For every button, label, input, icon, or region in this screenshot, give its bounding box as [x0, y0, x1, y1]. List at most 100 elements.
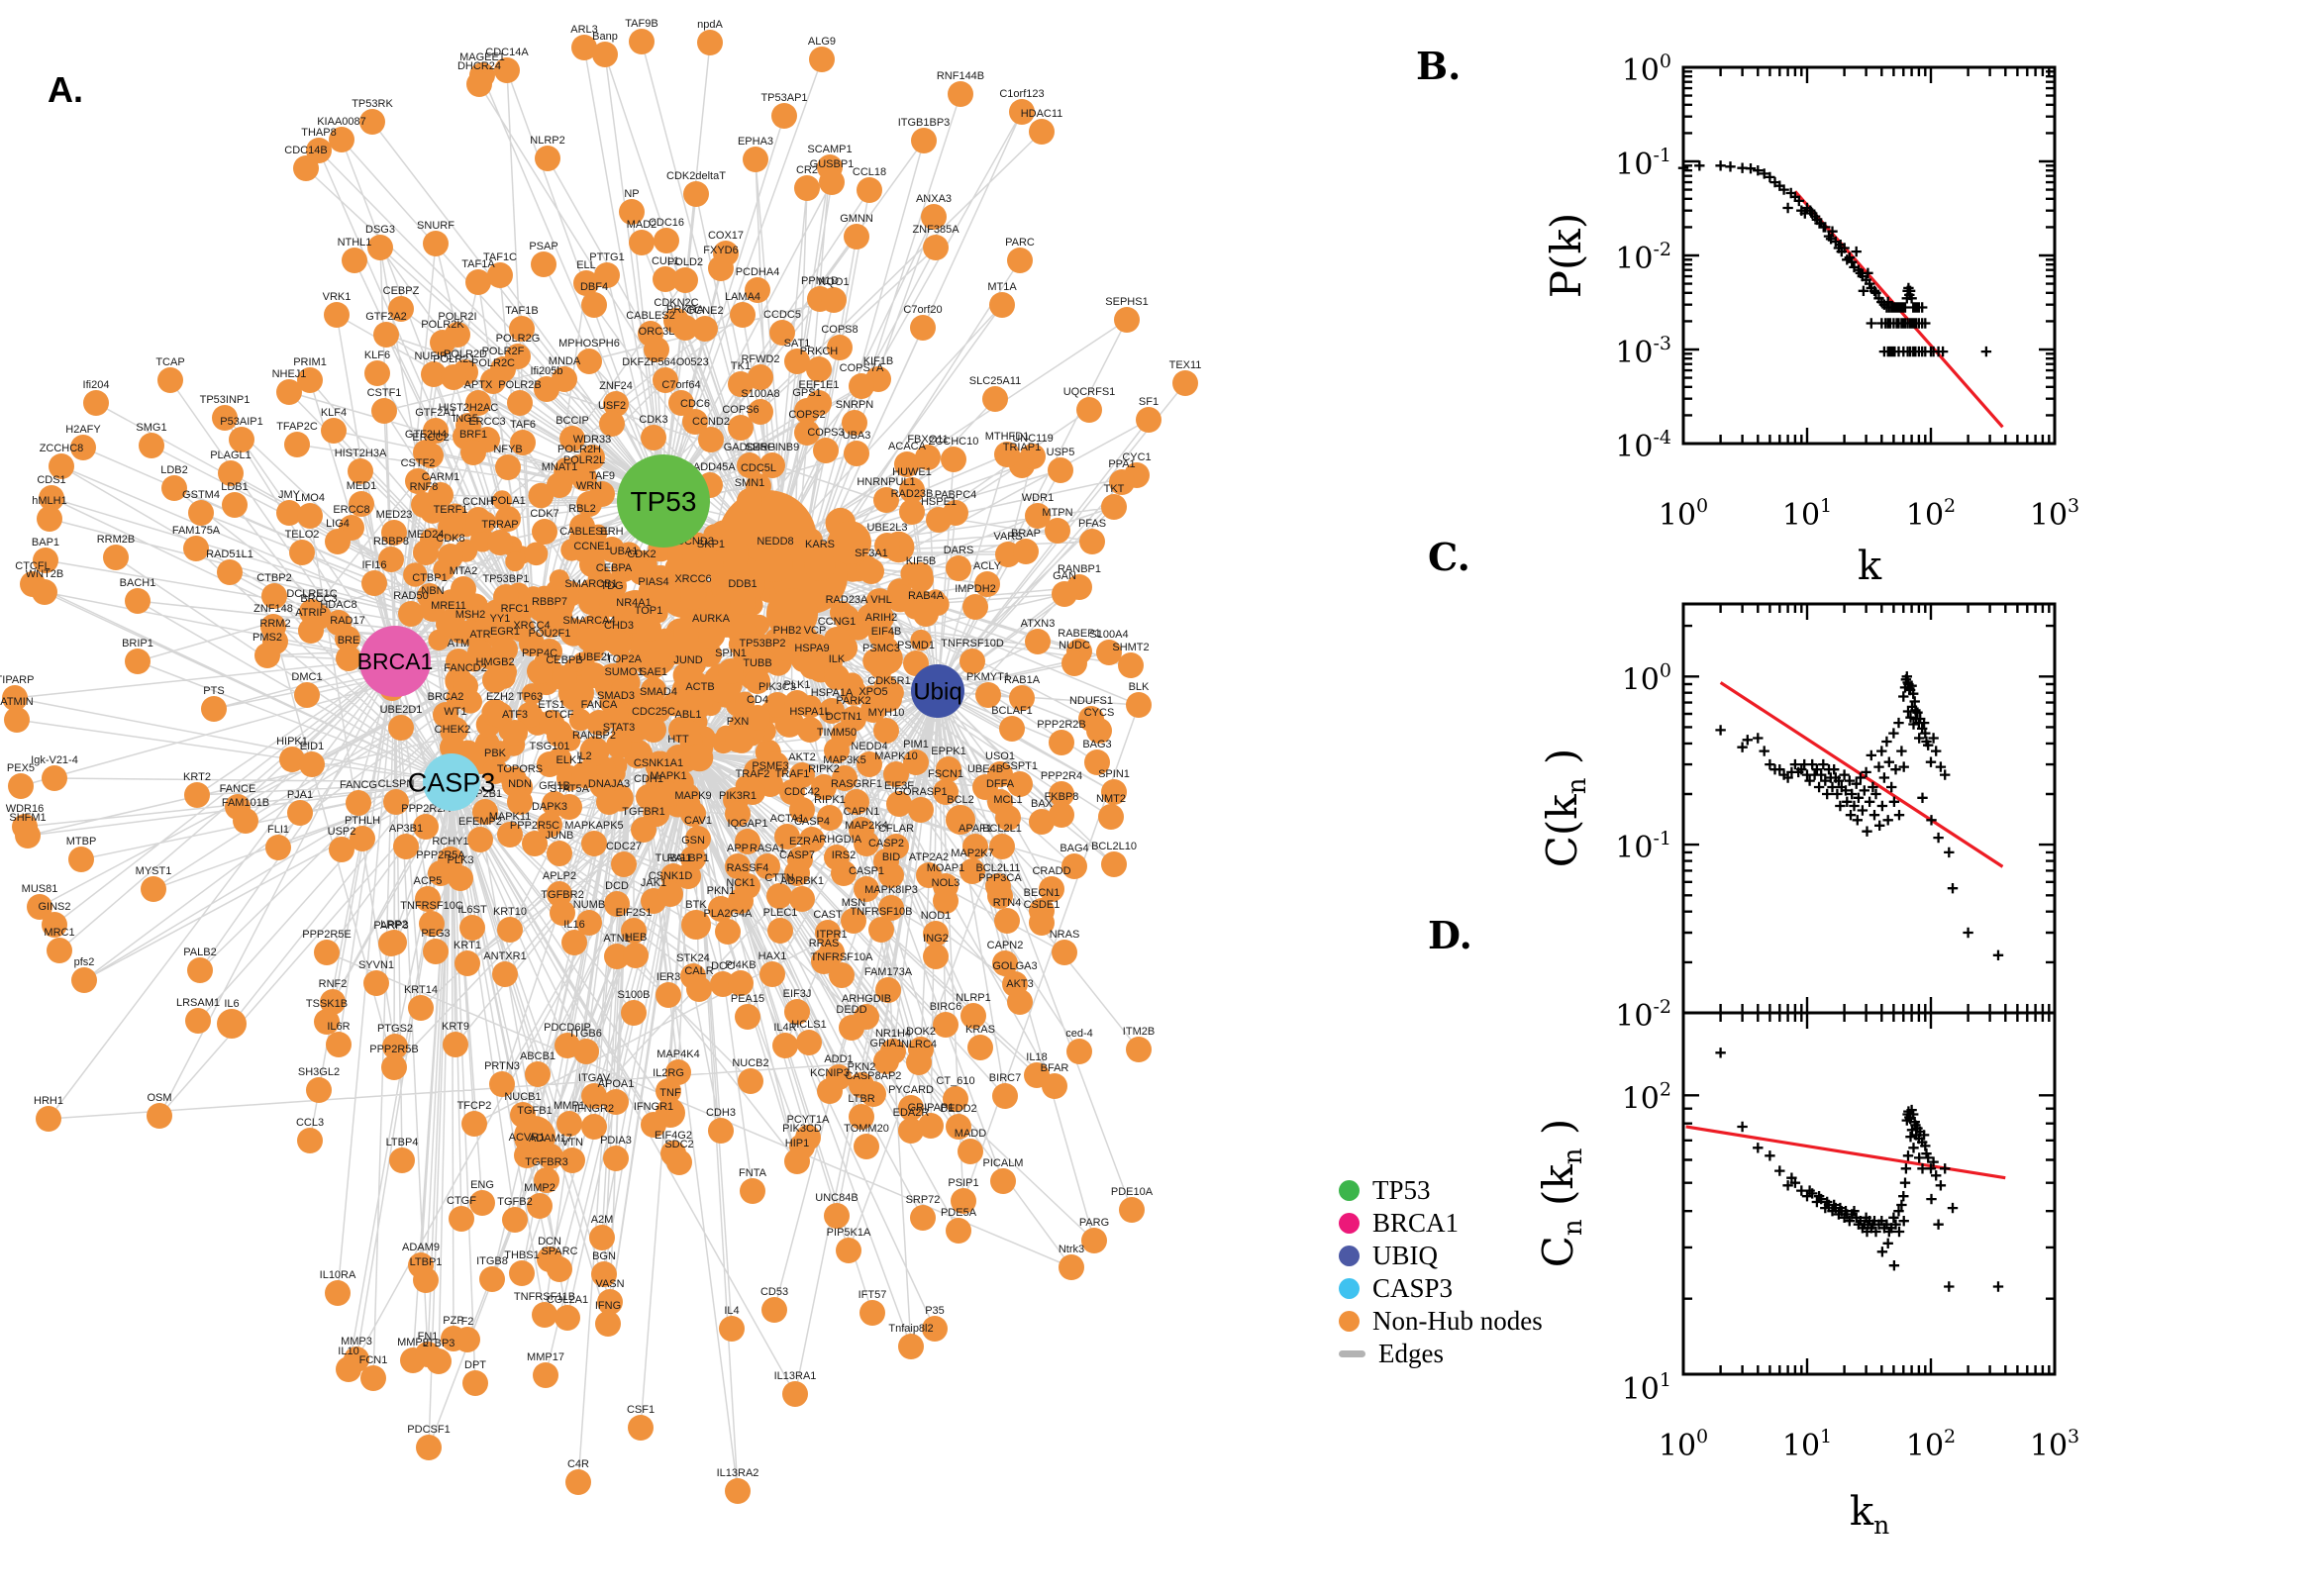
svg-text:NHEJ1: NHEJ1	[272, 368, 307, 380]
svg-text:PRKRA: PRKRA	[666, 304, 705, 316]
legend-item-label: TP53	[1372, 1175, 1431, 1205]
legend-item-nonhub: Non-Hub nodes	[1339, 1305, 1543, 1338]
svg-text:PLEC1: PLEC1	[763, 907, 798, 919]
svg-text:PPP2R4: PPP2R4	[1041, 770, 1082, 782]
svg-text:FLI1: FLI1	[267, 824, 289, 836]
svg-text:ERCC3: ERCC3	[468, 416, 505, 428]
svg-text:HAX1: HAX1	[758, 950, 787, 962]
svg-text:Igk-V21-4: Igk-V21-4	[31, 754, 78, 766]
svg-text:DDB1: DDB1	[728, 578, 757, 590]
svg-text:KRT9: KRT9	[442, 1021, 469, 1033]
svg-text:PPP2R2B: PPP2R2B	[1037, 719, 1086, 731]
svg-text:NLRC4: NLRC4	[901, 1039, 937, 1050]
svg-text:H2AFY: H2AFY	[65, 424, 101, 436]
svg-text:FBXO11: FBXO11	[907, 434, 948, 446]
legend-item-label: UBIQ	[1372, 1241, 1438, 1270]
svg-text:VASN: VASN	[595, 1278, 624, 1290]
svg-text:UBE2L3: UBE2L3	[867, 522, 908, 534]
svg-text:DEDD: DEDD	[836, 1004, 866, 1016]
svg-text:FAM173A: FAM173A	[864, 966, 913, 978]
svg-text:IL6R: IL6R	[327, 1021, 350, 1033]
svg-text:MAP2K4: MAP2K4	[845, 820, 887, 832]
svg-text:ACTA1: ACTA1	[770, 813, 805, 825]
svg-text:RBL2: RBL2	[568, 503, 596, 515]
svg-text:THAP8: THAP8	[301, 127, 336, 139]
svg-text:FKBP8: FKBP8	[1045, 791, 1079, 803]
svg-text:PIK3R1: PIK3R1	[719, 790, 757, 802]
svg-text:POLR2I: POLR2I	[438, 311, 476, 323]
svg-text:GFI1B: GFI1B	[539, 780, 570, 792]
svg-text:TKT: TKT	[1104, 483, 1125, 495]
edges-swatch-icon	[1339, 1350, 1365, 1357]
svg-text:CDK3: CDK3	[639, 414, 667, 426]
svg-text:PARK2: PARK2	[836, 695, 870, 707]
svg-text:ATF3: ATF3	[502, 709, 528, 721]
svg-text:BID: BID	[882, 851, 900, 863]
svg-text:EDA2R: EDA2R	[893, 1107, 930, 1119]
svg-text:PPP2R5C: PPP2R5C	[510, 820, 559, 832]
svg-text:VRK1: VRK1	[323, 291, 352, 303]
svg-text:TSSK1B: TSSK1B	[306, 998, 348, 1010]
svg-text:ZNF385A: ZNF385A	[912, 224, 960, 236]
svg-text:PKMYT1: PKMYT1	[966, 671, 1010, 683]
svg-text:CCND2: CCND2	[692, 416, 730, 428]
svg-text:NR1H4: NR1H4	[875, 1028, 911, 1040]
svg-text:MTPN: MTPN	[1042, 507, 1072, 519]
svg-text:CDK2: CDK2	[627, 549, 656, 560]
svg-text:PEG3: PEG3	[421, 928, 450, 940]
svg-text:CSDE1: CSDE1	[1024, 899, 1060, 911]
svg-text:IER3: IER3	[656, 971, 680, 983]
svg-text:LTBP1: LTBP1	[410, 1256, 443, 1268]
svg-text:CTBP2: CTBP2	[256, 572, 291, 584]
svg-text:ATMIN: ATMIN	[0, 696, 33, 708]
svg-text:CHD3: CHD3	[604, 620, 634, 632]
svg-text:IL4: IL4	[724, 1305, 739, 1317]
svg-text:NQO1: NQO1	[818, 276, 849, 288]
svg-text:GSN: GSN	[681, 835, 705, 847]
svg-text:ARHGDIB: ARHGDIB	[842, 993, 891, 1005]
svg-text:TAF6: TAF6	[510, 419, 536, 431]
svg-text:10-1: 10-1	[1615, 828, 1671, 865]
svg-text:Tnfaip8l2: Tnfaip8l2	[888, 1323, 933, 1335]
svg-text:FANCA: FANCA	[581, 699, 618, 711]
svg-text:EEF1E1: EEF1E1	[799, 379, 840, 391]
legend-item-edges: Edges	[1339, 1338, 1543, 1370]
svg-text:PARP3: PARP3	[373, 920, 408, 932]
svg-text:MOAP1: MOAP1	[927, 862, 965, 874]
svg-text:10-3: 10-3	[1615, 333, 1671, 370]
svg-text:CALR: CALR	[684, 965, 713, 977]
svg-text:CCDC5: CCDC5	[763, 309, 801, 321]
svg-text:PDE10A: PDE10A	[1111, 1186, 1154, 1198]
svg-text:TP63: TP63	[517, 691, 543, 703]
legend-item-ubiq: UBIQ	[1339, 1240, 1543, 1272]
svg-text:ALG9: ALG9	[808, 36, 836, 48]
svg-text:SF1: SF1	[1139, 396, 1159, 408]
svg-text:TUBG1: TUBG1	[656, 852, 692, 864]
svg-text:ADRBK1: ADRBK1	[780, 875, 824, 887]
svg-text:IFT57: IFT57	[858, 1289, 887, 1301]
svg-text:AKT2: AKT2	[788, 751, 816, 763]
svg-text:MMP1: MMP1	[554, 1100, 585, 1112]
svg-text:PJA1: PJA1	[287, 789, 313, 801]
svg-text:DPT: DPT	[464, 1359, 486, 1371]
svg-text:PLA2G4A: PLA2G4A	[704, 908, 754, 920]
svg-text:UNC119: UNC119	[1012, 433, 1053, 445]
svg-text:CDC42: CDC42	[784, 786, 820, 798]
svg-text:CDH3: CDH3	[706, 1107, 736, 1119]
svg-text:PKN2: PKN2	[848, 1061, 876, 1073]
svg-text:CTGF: CTGF	[447, 1195, 476, 1207]
svg-text:ANXA3: ANXA3	[916, 193, 952, 205]
svg-text:TNFRSF10D: TNFRSF10D	[941, 638, 1004, 649]
svg-text:RANBP2: RANBP2	[572, 730, 616, 742]
svg-text:CAPN2: CAPN2	[987, 940, 1024, 951]
svg-text:SNRPN: SNRPN	[836, 399, 874, 411]
svg-text:TAF9B: TAF9B	[625, 18, 657, 30]
svg-text:SPIN1: SPIN1	[715, 648, 747, 659]
svg-text:PPP2R5E: PPP2R5E	[302, 929, 352, 941]
svg-text:EIF2S1: EIF2S1	[616, 907, 653, 919]
svg-text:JAK1: JAK1	[641, 877, 666, 889]
svg-text:LRP2: LRP2	[380, 919, 408, 931]
svg-text:KLF6: KLF6	[364, 349, 390, 361]
svg-text:ATR: ATR	[469, 629, 490, 641]
